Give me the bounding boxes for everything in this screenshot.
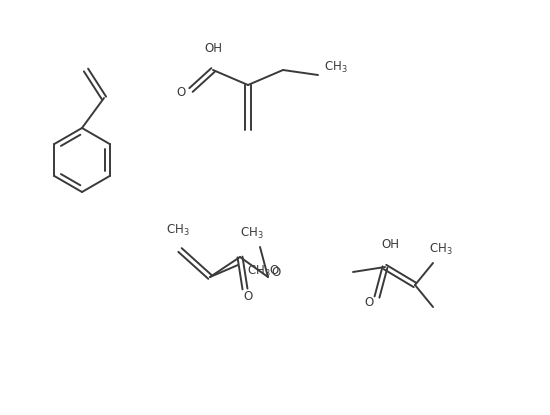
Text: O: O [364,295,373,308]
Text: OH: OH [204,42,222,54]
Text: OH: OH [381,239,399,251]
Text: O: O [271,266,280,278]
Text: CH$_3$O: CH$_3$O [248,264,280,278]
Text: CH$_3$: CH$_3$ [429,242,453,256]
Text: CH$_3$: CH$_3$ [240,225,264,241]
Text: CH$_3$: CH$_3$ [166,222,190,237]
Text: CH$_3$: CH$_3$ [324,59,348,75]
Text: O: O [177,86,186,100]
Text: O: O [243,290,252,303]
